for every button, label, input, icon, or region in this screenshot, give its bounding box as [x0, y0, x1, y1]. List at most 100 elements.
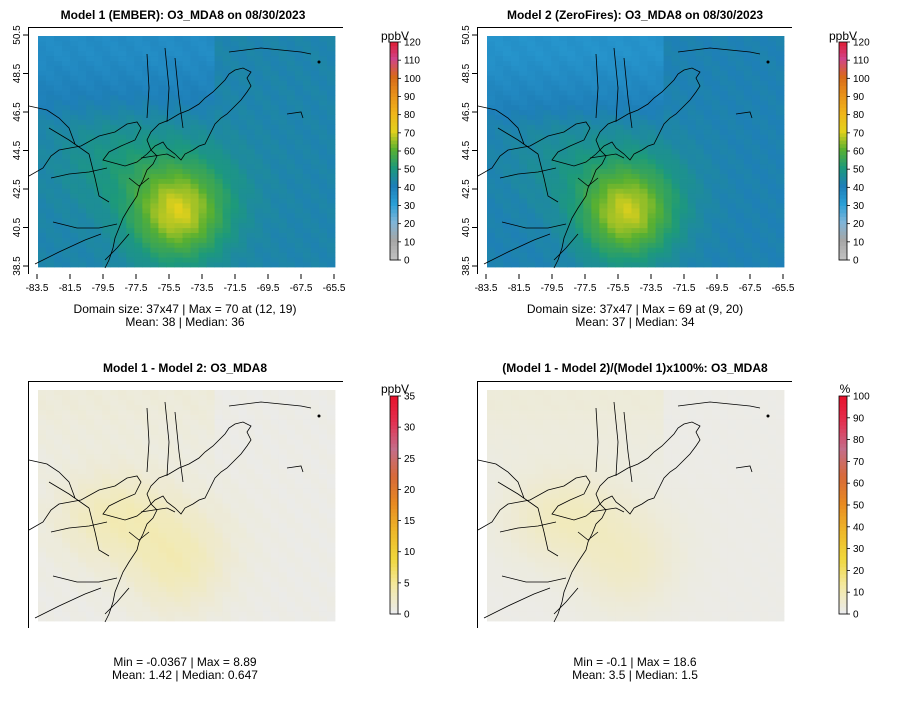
- heatmap-cell: [751, 109, 761, 116]
- heatmap-cell: [735, 36, 745, 42]
- heatmap-cell: [278, 129, 288, 135]
- heatmap-cell: [206, 55, 215, 61]
- heatmap-cell: [94, 616, 103, 622]
- heatmap-cell: [703, 139, 713, 145]
- heatmap-cell: [190, 562, 199, 568]
- heatmap-cell: [70, 562, 79, 568]
- heatmap-cell: [222, 473, 232, 479]
- heatmap-cell: [302, 571, 312, 578]
- heatmap-cell: [158, 55, 167, 61]
- heatmap-cell: [551, 217, 560, 224]
- heatmap-cell: [735, 104, 745, 111]
- heatmap-cell: [246, 557, 256, 563]
- heatmap-cell: [591, 40, 600, 47]
- heatmap-cell: [278, 75, 288, 81]
- heatmap-cell: [294, 444, 304, 450]
- heatmap-cell: [503, 129, 512, 135]
- heatmap-cell: [743, 237, 753, 243]
- heatmap-cell: [270, 606, 280, 612]
- heatmap-cell: [70, 153, 79, 160]
- heatmap-cell: [535, 129, 544, 135]
- heatmap-cell: [326, 232, 336, 238]
- heatmap-cell: [142, 601, 151, 607]
- heatmap-cell: [118, 99, 127, 106]
- heatmap-cell: [294, 173, 304, 179]
- heatmap-cell: [615, 144, 624, 150]
- heatmap-cell: [759, 149, 769, 155]
- heatmap-cell: [230, 90, 240, 96]
- heatmap-cell: [302, 453, 312, 460]
- heatmap-cell: [743, 262, 753, 268]
- heatmap-cell: [567, 193, 576, 199]
- heatmap-cell: [262, 439, 272, 445]
- heatmap-cell: [503, 119, 512, 125]
- heatmap-cell: [254, 616, 264, 622]
- heatmap-cell: [687, 188, 697, 194]
- heatmap-cell: [639, 36, 648, 42]
- heatmap-cell: [110, 547, 119, 553]
- heatmap-cell: [222, 90, 232, 96]
- heatmap-cell: [655, 173, 664, 179]
- heatmap-cell: [270, 94, 280, 101]
- heatmap-cell: [166, 119, 175, 125]
- heatmap-cell: [302, 208, 312, 214]
- heatmap-cell: [743, 94, 753, 101]
- heatmap-cell: [190, 488, 199, 494]
- heatmap-cell: [118, 483, 127, 489]
- heatmap-cell: [238, 468, 248, 474]
- heatmap-cell: [238, 90, 248, 96]
- heatmap-cell: [270, 591, 280, 597]
- heatmap-cell: [198, 109, 207, 116]
- heatmap-cell: [54, 208, 63, 214]
- heatmap-cell: [310, 50, 320, 57]
- heatmap-cell: [134, 453, 143, 460]
- heatmap-cell: [46, 55, 55, 61]
- heatmap-cell: [535, 45, 544, 52]
- heatmap-cell: [86, 439, 95, 445]
- heatmap-cell: [767, 183, 777, 189]
- heatmap-cell: [206, 163, 215, 170]
- heatmap-cell: [126, 45, 135, 52]
- heatmap-cell: [230, 80, 240, 86]
- heatmap-cell: [527, 208, 536, 214]
- heatmap-cell: [46, 557, 55, 563]
- heatmap-cell: [623, 178, 632, 184]
- heatmap-cell: [238, 70, 248, 76]
- heatmap-cell: [543, 222, 552, 229]
- heatmap-cell: [743, 163, 753, 170]
- heatmap-cell: [134, 478, 143, 484]
- heatmap-cell: [302, 183, 312, 189]
- heatmap-cell: [254, 158, 264, 165]
- heatmap-cell: [78, 537, 87, 543]
- heatmap-cell: [727, 50, 737, 57]
- heatmap-cell: [142, 257, 151, 263]
- heatmap-cell: [599, 94, 608, 101]
- heatmap-cell: [695, 119, 705, 125]
- heatmap-cell: [198, 55, 207, 61]
- heatmap-cell: [326, 547, 336, 553]
- heatmap-cell: [222, 45, 232, 52]
- heatmap-cell: [278, 488, 288, 494]
- heatmap-cell: [559, 85, 568, 91]
- heatmap-cell: [495, 129, 504, 135]
- heatmap-cell: [663, 242, 673, 248]
- heatmap-cell: [326, 158, 336, 165]
- heatmap-cell: [302, 193, 312, 199]
- heatmap-cell: [751, 257, 761, 263]
- heatmap-cell: [70, 173, 79, 179]
- heatmap-cell: [190, 114, 199, 120]
- heatmap-cell: [615, 40, 624, 47]
- heatmap-cell: [62, 532, 71, 538]
- heatmap-cell: [166, 104, 175, 111]
- heatmap-cell: [551, 109, 560, 116]
- heatmap-cell: [150, 262, 159, 268]
- heatmap-cell: [86, 36, 95, 42]
- heatmap-cell: [735, 247, 745, 253]
- heatmap-cell: [735, 257, 745, 263]
- heatmap-cell: [583, 232, 592, 238]
- heatmap-cell: [310, 507, 320, 514]
- heatmap-cell: [294, 537, 304, 543]
- heatmap-cell: [751, 168, 761, 175]
- heatmap-cell: [663, 217, 673, 224]
- heatmap-cell: [206, 50, 215, 57]
